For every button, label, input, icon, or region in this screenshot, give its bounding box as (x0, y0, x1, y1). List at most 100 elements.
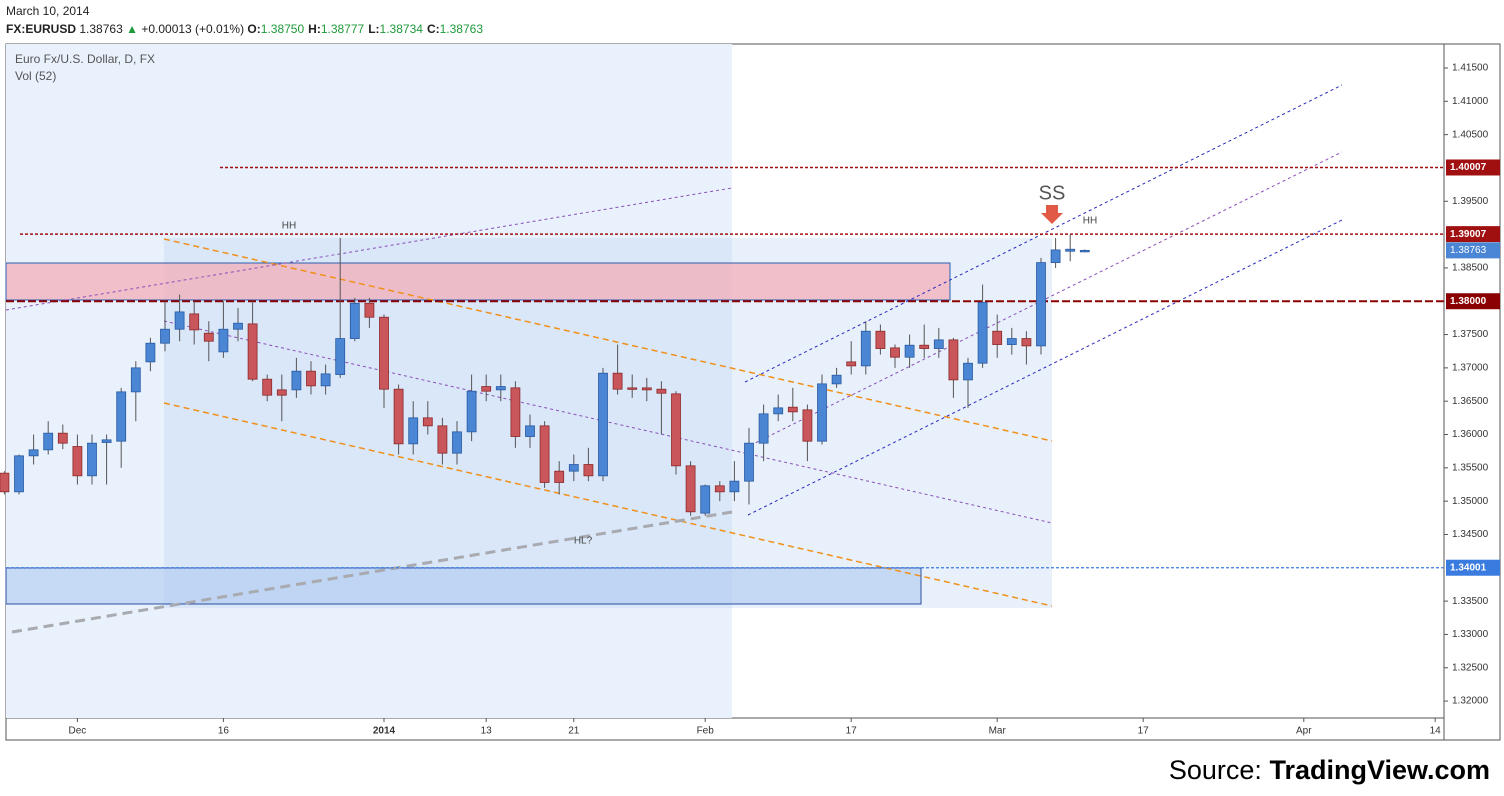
candle-body (860, 330, 871, 367)
x-tick-label: Apr (1296, 726, 1312, 737)
last: 1.38763 (79, 22, 123, 36)
candle-body (919, 344, 930, 349)
level-label: 1.40007 (1450, 162, 1487, 173)
candle-body (554, 470, 565, 483)
x-tick-label: 21 (568, 726, 580, 737)
support-zone (5, 567, 922, 605)
x-tick-label: 17 (846, 726, 858, 737)
level-tag (1446, 293, 1500, 310)
candle-body (773, 407, 784, 415)
candle-body (393, 388, 404, 445)
arrow: ▲ (126, 22, 138, 36)
y-tick-label: 1.41000 (1452, 96, 1489, 107)
candle-body (744, 442, 754, 482)
ohlc-label: C: (426, 22, 440, 36)
annotation: HH (282, 221, 296, 232)
candle-body (787, 406, 798, 413)
candle-body (203, 332, 214, 342)
candle-body (495, 386, 506, 391)
y-tick-label: 1.34500 (1452, 529, 1489, 540)
candle-body (116, 391, 127, 442)
trend-line (163, 320, 1053, 524)
candle-body (612, 372, 623, 390)
candle-body (539, 425, 550, 483)
y-tick-label: 1.32000 (1452, 696, 1489, 707)
source-name: TradingView.com (1269, 755, 1490, 785)
x-tick-label: Feb (697, 726, 715, 737)
annotation: SS (1039, 182, 1066, 204)
candle-body (1079, 249, 1090, 253)
level-tag (1446, 559, 1500, 576)
candle-body (817, 383, 827, 442)
ohlc-label: L: (368, 22, 380, 36)
candle-body (1050, 249, 1061, 263)
candle-body (276, 389, 287, 396)
candle-body (145, 342, 156, 363)
chart-title: Euro Fx/U.S. Dollar, D, FX (15, 52, 155, 66)
symbol: FX:EURUSD (6, 22, 77, 36)
candle-body (583, 464, 594, 477)
candle-body (218, 328, 229, 353)
level-tag (1446, 226, 1500, 243)
candle-body (656, 388, 667, 394)
candle-body (437, 425, 448, 454)
chart-subtitle: Vol (52) (15, 69, 56, 83)
candle-body (510, 387, 521, 437)
quote-line: FX:EURUSD 1.38763 ▲ +0.00013 (+0.01%) O:… (6, 22, 487, 36)
candle-body (335, 338, 346, 375)
annotation: HL? (574, 536, 593, 547)
y-tick-label: 1.38500 (1452, 263, 1489, 274)
candle-body (846, 361, 857, 367)
candle-body (598, 372, 608, 477)
zone (6, 44, 732, 718)
candle-body (247, 323, 258, 380)
x-tick-label: Dec (69, 726, 87, 737)
candle-body (963, 362, 973, 381)
candle-body (130, 367, 141, 393)
source: Source: TradingView.com (1169, 755, 1490, 786)
x-tick-label: 16 (218, 726, 230, 737)
x-tick-label: 2014 (373, 726, 396, 737)
candle-body (525, 425, 535, 437)
y-tick-label: 1.37500 (1452, 329, 1489, 340)
y-tick-label: 1.37000 (1452, 363, 1489, 374)
y-tick-label: 1.36500 (1452, 396, 1489, 407)
candle-body (320, 373, 331, 387)
annotation: HH (1083, 216, 1097, 227)
ohlc-label: O: (247, 22, 261, 36)
x-tick-label: 13 (481, 726, 493, 737)
level-label: 1.38000 (1450, 296, 1487, 307)
candle-body (641, 387, 652, 391)
candle-body (481, 386, 492, 392)
ohlc-value: 1.38763 (439, 22, 483, 36)
last-price-tag (1446, 242, 1500, 259)
ohlc-value: 1.38777 (320, 22, 365, 36)
candle-body (72, 446, 83, 477)
candle-body (422, 417, 433, 427)
candle-body (729, 480, 740, 493)
plot: Euro Fx/U.S. Dollar, D, FX Vol (52) 1.3200… (0, 52, 1500, 737)
chart: Euro Fx/U.S. Dollar, D, FX Vol (52) 1.3200… (0, 43, 1501, 741)
last-price-label: 1.38763 (1450, 245, 1487, 256)
date: March 10, 2014 (6, 4, 90, 18)
candle-body (977, 302, 988, 364)
candle-body (291, 370, 302, 391)
y-tick-label: 1.33500 (1452, 596, 1489, 607)
level-label: 1.39007 (1450, 229, 1487, 240)
candle-body (189, 313, 200, 331)
candle-body (1065, 248, 1076, 252)
trend-line (747, 218, 1345, 516)
candle-body (306, 370, 316, 387)
candle-body (627, 387, 638, 390)
trend-line (11, 510, 733, 634)
candle-body (466, 390, 477, 433)
ohlc-label: H: (308, 22, 321, 36)
ohlc: O:1.38750 H:1.38777 L:1.38734 C:1.38763 (247, 22, 487, 36)
candle-body (685, 465, 696, 513)
y-tick-label: 1.35500 (1452, 462, 1489, 473)
candle-body (758, 413, 769, 444)
candle-body (0, 472, 10, 493)
candle-body (948, 339, 959, 381)
source-prefix: Source: (1168, 755, 1262, 785)
